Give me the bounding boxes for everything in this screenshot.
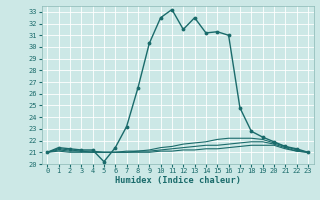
X-axis label: Humidex (Indice chaleur): Humidex (Indice chaleur) xyxy=(115,176,241,185)
